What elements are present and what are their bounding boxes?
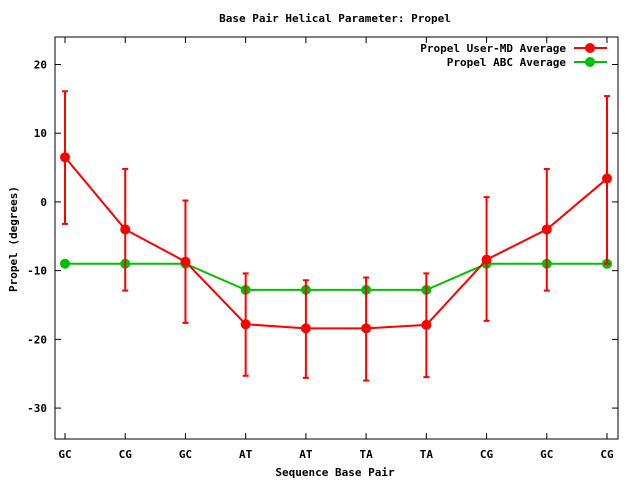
x-tick-label: AT	[299, 448, 313, 461]
y-tick-label: -10	[27, 265, 47, 278]
data-point	[60, 258, 70, 269]
x-axis: GC CG GC AT AT TA TA CG GC CG	[58, 37, 614, 461]
data-point	[120, 224, 131, 235]
data-point	[602, 173, 612, 184]
data-point	[421, 319, 432, 330]
data-point	[541, 224, 552, 235]
chart-title: Base Pair Helical Parameter: Propel	[219, 12, 451, 25]
data-point	[361, 323, 372, 334]
series-line	[65, 262, 607, 291]
data-point	[300, 323, 311, 334]
x-tick-label: TA	[420, 448, 434, 461]
y-tick-label: 0	[40, 196, 47, 209]
y-tick-label: 10	[34, 127, 47, 140]
plot-area	[54, 36, 619, 440]
x-tick-label: AT	[239, 448, 253, 461]
series-line	[64, 156, 608, 330]
y-tick-label: 20	[34, 58, 47, 71]
series-abc-average	[60, 258, 612, 295]
data-point	[481, 254, 492, 265]
x-tick-label: CG	[600, 448, 614, 461]
legend-label: Propel ABC Average	[447, 56, 567, 69]
x-tick-label: CG	[480, 448, 494, 461]
data-point	[60, 152, 70, 163]
y-tick-label: -20	[27, 333, 47, 346]
legend-swatch-marker	[585, 57, 595, 67]
data-point	[180, 256, 191, 267]
x-tick-label: GC	[58, 448, 71, 461]
data-point	[240, 319, 251, 330]
legend-swatch-marker	[585, 43, 595, 53]
x-tick-label: GC	[540, 448, 553, 461]
x-axis-label: Sequence Base Pair	[275, 466, 395, 479]
y-axis-label: Propel (degrees)	[7, 186, 20, 292]
y-axis: 20 10 0 -10 -20 -30	[27, 58, 618, 415]
legend-label: Propel User-MD Average	[420, 42, 566, 55]
x-tick-label: GC	[179, 448, 192, 461]
series-layer	[60, 90, 612, 382]
x-tick-label: TA	[359, 448, 373, 461]
y-tick-label: -30	[27, 402, 47, 415]
x-tick-label: CG	[119, 448, 133, 461]
series-user-md-average	[60, 90, 612, 382]
